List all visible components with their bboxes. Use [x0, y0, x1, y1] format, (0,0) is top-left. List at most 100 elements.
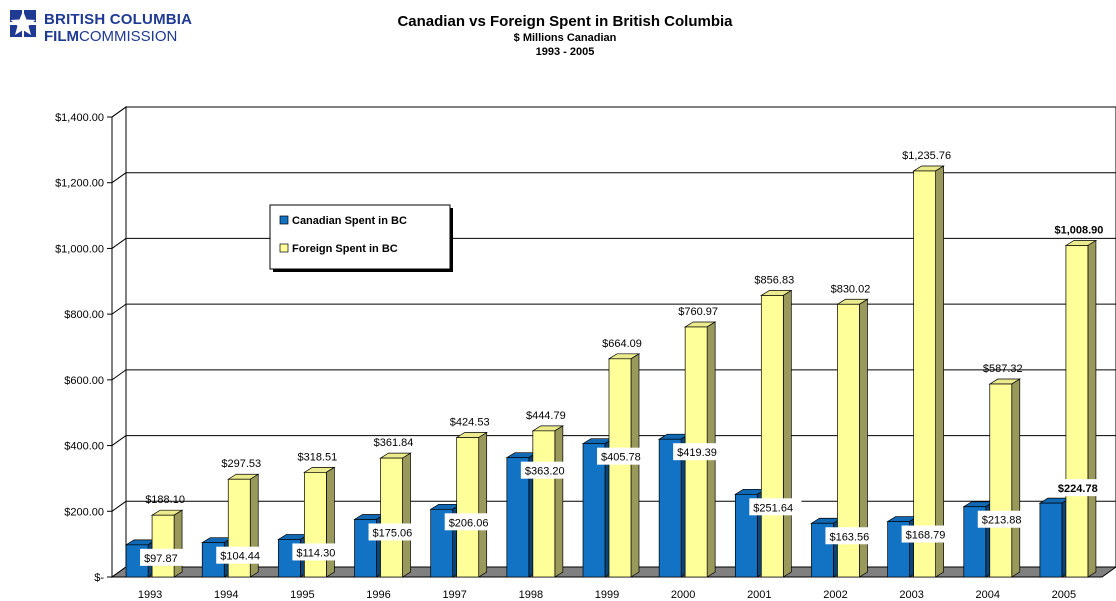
- y-tick-label: $200.00: [64, 506, 104, 518]
- canadian-value-label: $104.44: [220, 551, 260, 563]
- foreign-value-label: $444.79: [526, 410, 566, 422]
- canadian-value-box: [673, 443, 726, 461]
- foreign-bar: [151, 514, 175, 578]
- canadian-value-label: $168.79: [906, 530, 946, 542]
- foreign-value-label: $188.10: [145, 494, 185, 506]
- y-tick-label: $1,400.00: [55, 112, 104, 124]
- foreign-bar: [608, 358, 632, 578]
- foreign-value-label: $361.84: [374, 437, 414, 449]
- canadian-value-label: $224.78: [1058, 483, 1098, 495]
- foreign-bar: [532, 430, 556, 578]
- canadian-value-box: [825, 527, 878, 545]
- brand-logo: BRITISH COLUMBIA FILMCOMMISSION: [10, 8, 200, 48]
- y-tick-label: $1,200.00: [55, 178, 104, 190]
- y-tick-label: $-: [94, 572, 104, 584]
- canadian-value-box: [597, 447, 650, 465]
- x-tick-label: 1997: [442, 589, 466, 601]
- chart-title: Canadian vs Foreign Spent in British Col…: [397, 13, 733, 30]
- canadian-value-label: $175.06: [373, 527, 413, 539]
- canadian-value-label: $114.30: [296, 547, 335, 559]
- x-tick-label: 2002: [823, 589, 847, 601]
- brand-line2-rest: COMMISSION: [79, 28, 178, 45]
- canadian-value-box: [140, 548, 186, 566]
- canadian-bar: [582, 443, 606, 578]
- gridline-side: [111, 500, 127, 512]
- x-tick-label: 2003: [899, 589, 923, 601]
- gridline-side: [111, 369, 127, 381]
- foreign-bar: [837, 303, 860, 578]
- foreign-value-label: $1,235.76: [902, 150, 951, 162]
- canadian-value-label: $163.56: [829, 531, 869, 543]
- foreign-bar: [760, 295, 784, 578]
- canadian-value-box: [368, 523, 421, 541]
- gridline-side: [111, 172, 127, 184]
- canadian-value-label: $405.78: [601, 452, 641, 464]
- foreign-bar-side: [554, 425, 564, 578]
- foreign-bar: [456, 437, 480, 578]
- star-logo-icon: [10, 10, 36, 37]
- y-tick-label: $600.00: [64, 375, 104, 387]
- chart-period: 1993 - 2005: [535, 46, 595, 58]
- canadian-value-box: [292, 543, 345, 561]
- canadian-value-box: [216, 546, 269, 564]
- foreign-bar-side: [1011, 378, 1021, 578]
- foreign-value-label: $664.09: [602, 338, 642, 350]
- foreign-bar: [913, 170, 936, 578]
- canadian-value-box: [520, 461, 573, 479]
- foreign-value-label: $424.53: [450, 417, 490, 429]
- foreign-bar: [304, 471, 327, 578]
- canadian-value-label: $97.87: [144, 553, 178, 565]
- foreign-bar-side: [402, 452, 411, 578]
- foreign-bar-side: [1087, 239, 1097, 578]
- gridline-side: [111, 435, 127, 446]
- foreign-bar-side: [935, 165, 944, 578]
- canadian-bar: [658, 438, 682, 578]
- canadian-value-box: [444, 513, 497, 531]
- canadian-value-label: $419.39: [677, 447, 717, 459]
- brand-name: BRITISH COLUMBIA FILMCOMMISSION: [44, 11, 192, 45]
- foreign-bar: [380, 457, 403, 578]
- foreign-bar-side: [630, 353, 640, 578]
- x-tick-label: 1995: [290, 589, 314, 601]
- x-tick-label: 2005: [1052, 589, 1076, 601]
- x-tick-label: 2001: [747, 589, 771, 601]
- x-tick-label: 1998: [519, 589, 543, 601]
- canadian-value-box: [1053, 479, 1107, 497]
- brand-line1: BRITISH COLUMBIA: [44, 11, 193, 28]
- legend-swatch: [279, 243, 289, 253]
- gridline-side: [111, 303, 127, 315]
- legend: [269, 204, 451, 270]
- gridline-side: [111, 106, 127, 118]
- foreign-bar-side: [782, 289, 792, 578]
- foreign-value-label: $830.02: [831, 283, 871, 295]
- chart-subtitle: $ Millions Canadian: [513, 32, 617, 44]
- brand-line2-bold: FILM: [44, 28, 79, 45]
- x-tick-label: 1999: [595, 589, 619, 601]
- canadian-value-label: $251.64: [753, 502, 793, 514]
- x-tick-label: 2004: [976, 589, 1000, 601]
- legend-swatch: [279, 215, 289, 225]
- foreign-value-label: $1,008.90: [1054, 225, 1103, 237]
- canadian-value-label: $363.20: [525, 466, 565, 478]
- foreign-bar: [1065, 245, 1089, 578]
- foreign-bar-side: [326, 466, 335, 578]
- canadian-bar: [506, 457, 530, 578]
- brand-line2: FILMCOMMISSION: [44, 28, 192, 45]
- foreign-value-label: $318.51: [298, 451, 338, 463]
- y-tick-label: $800.00: [64, 309, 104, 321]
- canadian-value-box: [977, 510, 1030, 528]
- x-tick-label: 1994: [214, 589, 238, 601]
- x-tick-label: 1996: [366, 589, 390, 601]
- foreign-value-label: $760.97: [678, 306, 718, 318]
- foreign-bar-side: [173, 509, 183, 578]
- foreign-value-label: $856.83: [754, 274, 794, 286]
- canadian-value-box: [901, 525, 954, 543]
- y-tick-label: $400.00: [64, 441, 104, 453]
- x-tick-label: 1993: [138, 589, 162, 601]
- x-tick-label: 2000: [671, 589, 695, 601]
- foreign-value-label: $587.32: [983, 363, 1023, 375]
- canadian-value-label: $206.06: [449, 517, 489, 529]
- gridline-side: [111, 238, 127, 249]
- legend-label: Canadian Spent in BC: [292, 215, 407, 227]
